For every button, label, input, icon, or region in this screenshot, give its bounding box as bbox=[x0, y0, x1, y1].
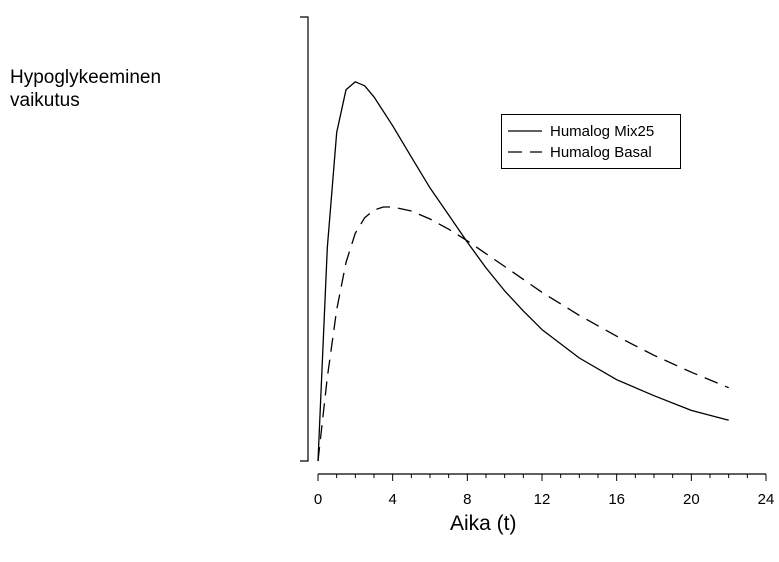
x-tick-label: 20 bbox=[683, 491, 700, 508]
x-tick-label: 8 bbox=[463, 491, 471, 508]
series-line-humalog-mix25 bbox=[317, 81, 729, 462]
y-axis bbox=[300, 16, 309, 462]
series-line-humalog-basal bbox=[317, 206, 729, 462]
y-axis-label-line-2: vaikutus bbox=[10, 90, 80, 111]
legend-item-basal: Humalog Basal bbox=[508, 142, 652, 162]
series-lines bbox=[317, 81, 729, 462]
x-tick-label: 0 bbox=[314, 491, 322, 508]
x-tick-label: 4 bbox=[388, 491, 396, 508]
x-tick-label: 24 bbox=[758, 491, 775, 508]
y-axis-label: Hypoglykeeminen vaikutus bbox=[10, 66, 161, 112]
legend-label: Humalog Mix25 bbox=[550, 122, 655, 140]
legend: Humalog Mix25 Humalog Basal bbox=[501, 114, 681, 169]
x-tick-label: 16 bbox=[608, 491, 625, 508]
x-tick-label: 12 bbox=[534, 491, 551, 508]
legend-item-mix25: Humalog Mix25 bbox=[508, 121, 654, 141]
legend-swatch-solid bbox=[508, 130, 542, 132]
x-axis: 0 4 8 12 16 20 24 bbox=[314, 473, 775, 508]
x-axis-label: Aika (t) bbox=[450, 512, 517, 535]
legend-label: Humalog Basal bbox=[550, 143, 652, 161]
y-axis-line bbox=[300, 16, 309, 462]
y-axis-label-line-1: Hypoglykeeminen bbox=[10, 67, 162, 88]
legend-swatch-dashed bbox=[508, 151, 542, 153]
